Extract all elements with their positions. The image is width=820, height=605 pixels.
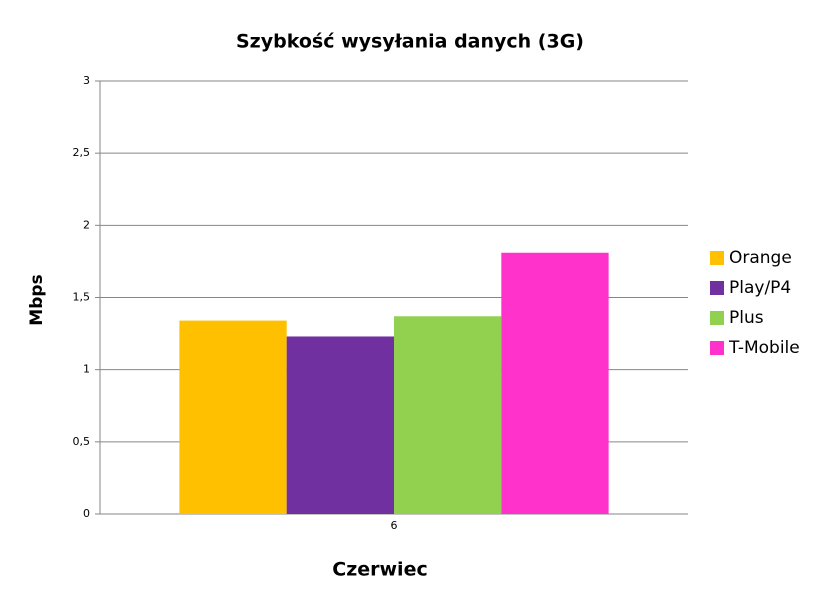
x-axis-title: Czerwiec: [332, 559, 427, 581]
y-tick-label: 3: [83, 74, 90, 87]
legend-swatch: [710, 311, 724, 325]
bar: [286, 336, 394, 514]
x-tick-label: 6: [391, 519, 398, 532]
bar: [394, 316, 502, 514]
legend-label: T-Mobile: [728, 338, 800, 358]
y-tick-label: 1: [83, 363, 90, 376]
bar: [179, 320, 287, 514]
legend-swatch: [710, 341, 724, 355]
y-tick-label: 0: [83, 507, 90, 520]
y-tick-label: 2: [83, 218, 90, 231]
y-tick-label: 2,5: [73, 146, 91, 159]
y-tick-label: 1,5: [73, 291, 91, 304]
legend-label: Orange: [729, 248, 792, 268]
y-axis-title: Mbps: [27, 274, 47, 325]
legend-swatch: [710, 251, 724, 265]
legend-label: Play/P4: [729, 278, 791, 298]
legend-swatch: [710, 281, 724, 295]
bar: [501, 252, 609, 515]
chart-title: Szybkość wysyłania danych (3G): [236, 31, 584, 53]
legend-label: Plus: [729, 308, 764, 328]
y-tick-label: 0,5: [73, 435, 91, 448]
